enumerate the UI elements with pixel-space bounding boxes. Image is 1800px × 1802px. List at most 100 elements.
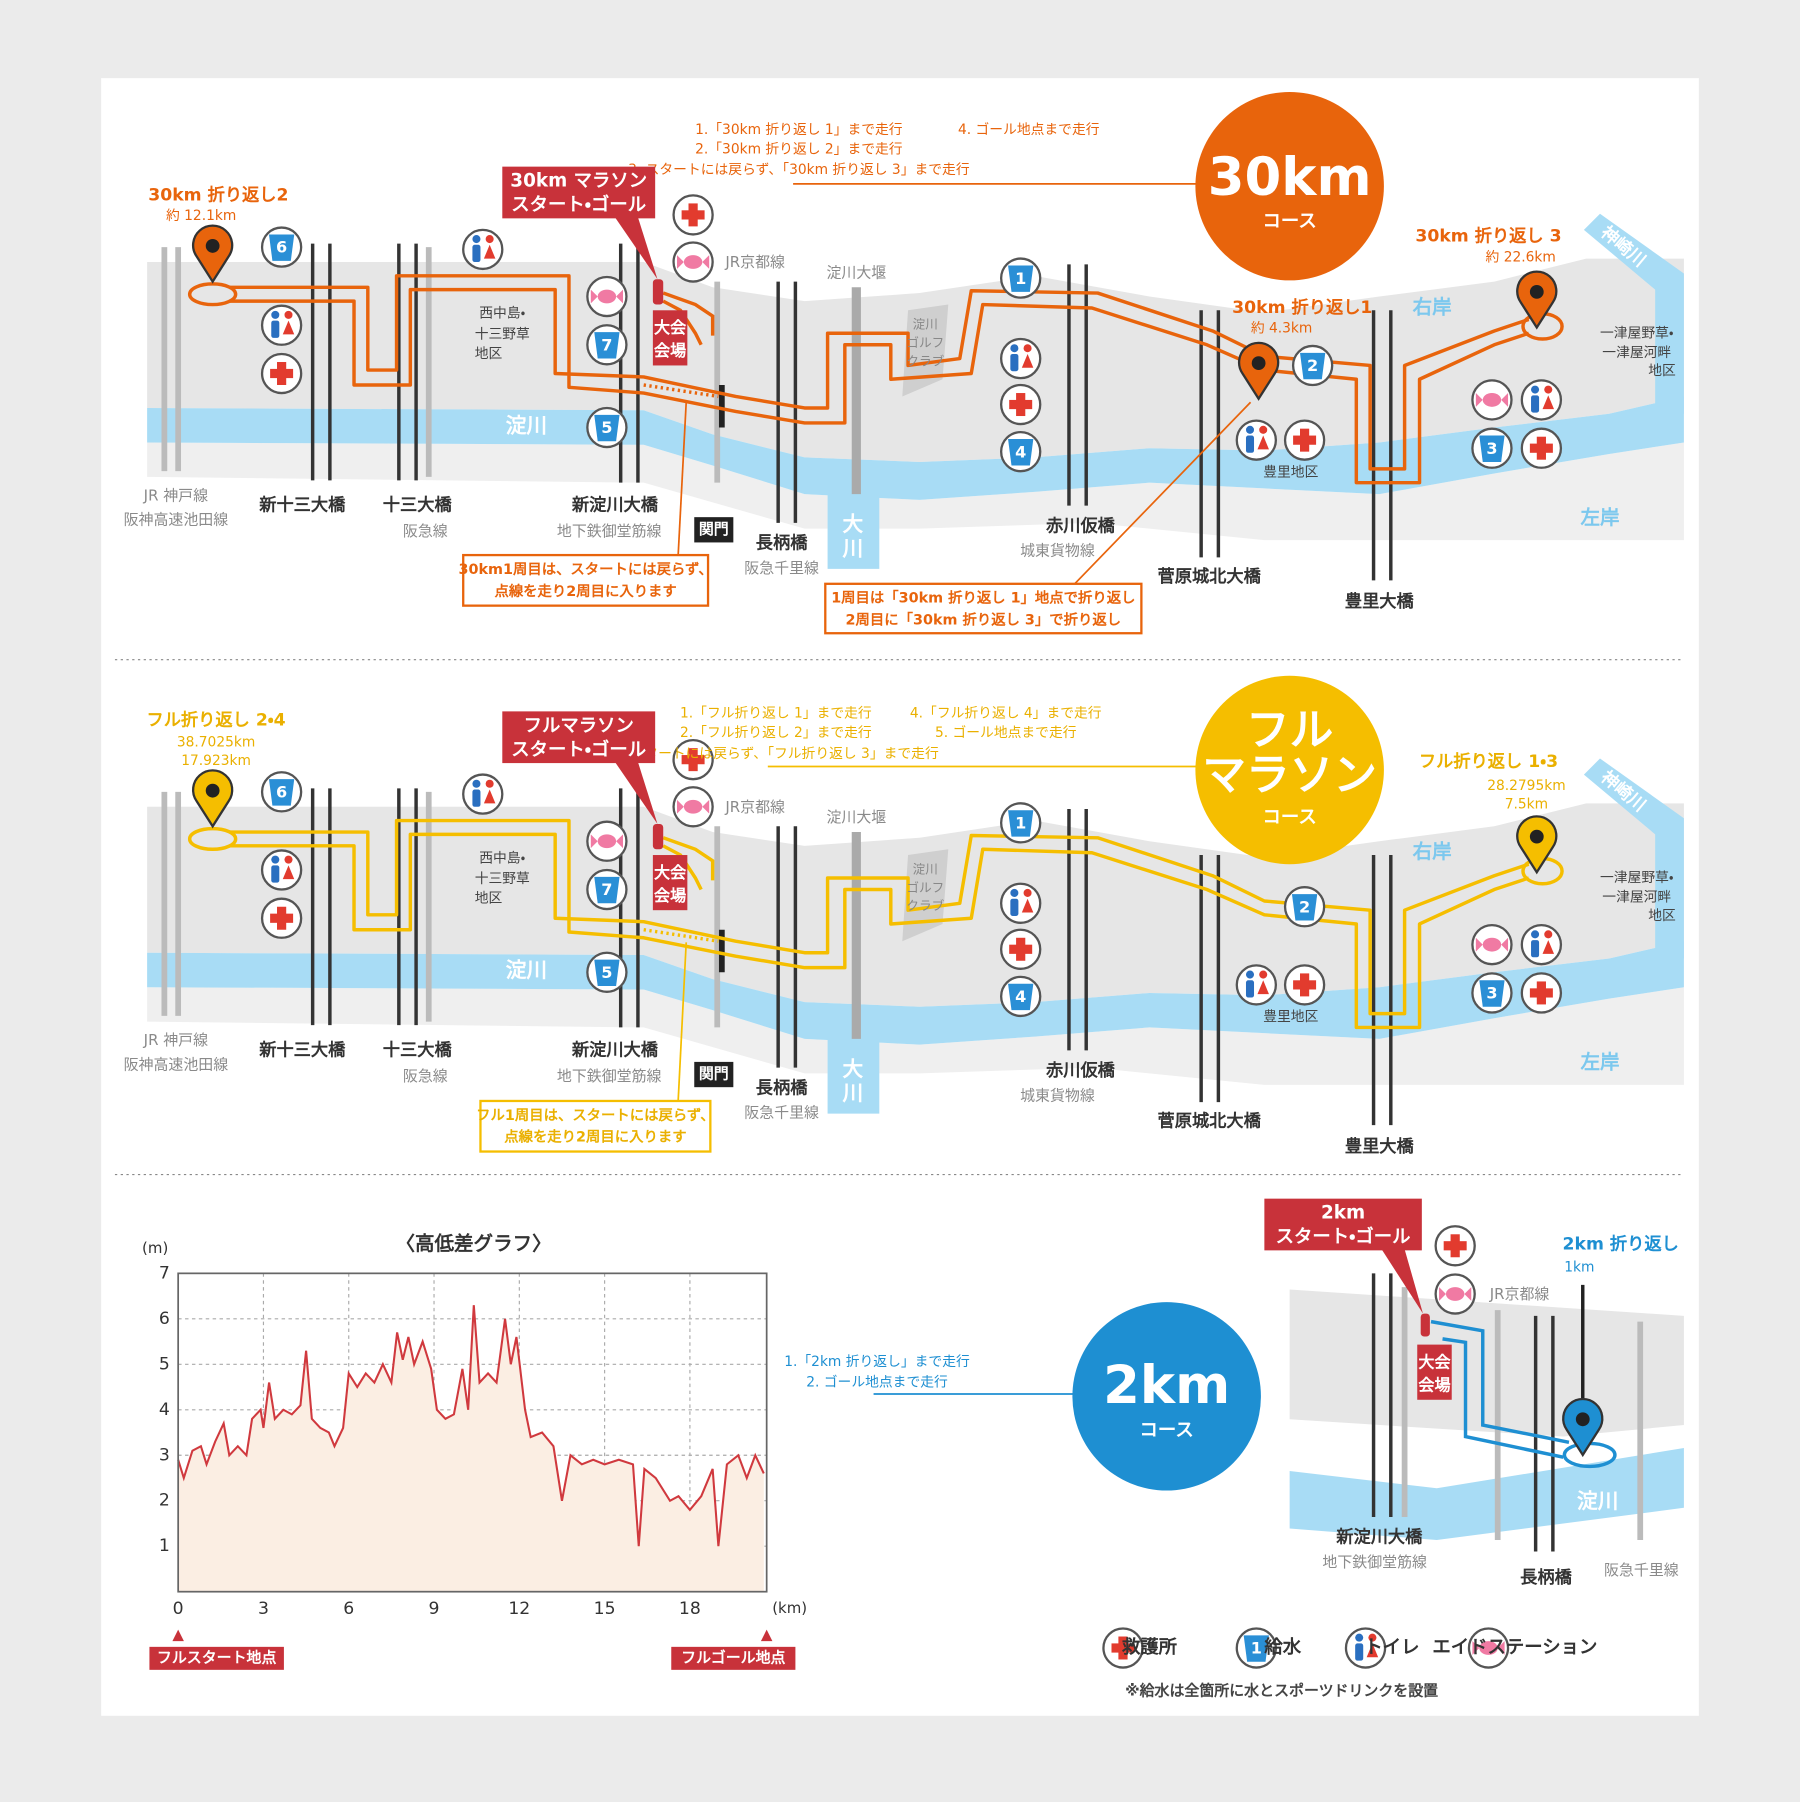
label: 菅原城北大橋 <box>1158 566 1262 587</box>
man <box>1245 980 1255 998</box>
cup <box>594 332 620 359</box>
label: フルゴール地点 <box>681 1648 785 1666</box>
label: 12 <box>508 1599 530 1619</box>
cup <box>594 959 620 987</box>
label: 1.「30km 折り返し 1」まで走行 <box>695 122 903 138</box>
cross <box>277 362 287 385</box>
label: 2周目に「30km 折り返し 3」で折り返し <box>846 611 1122 629</box>
label: 阪急線 <box>403 522 448 540</box>
label: 一津屋野草・ <box>1600 870 1674 886</box>
label: フル <box>1246 705 1333 756</box>
woman <box>485 235 494 244</box>
icon-toilet <box>1520 923 1563 966</box>
label: 地下鉄御堂筋線 <box>1322 1553 1427 1571</box>
area <box>178 1305 764 1592</box>
label: 地区 <box>1648 363 1676 379</box>
label: 5 <box>159 1354 170 1374</box>
man <box>472 244 481 263</box>
cross <box>688 203 698 227</box>
label: 給水 <box>1263 1636 1301 1658</box>
label: スタート・ゴール <box>511 738 646 760</box>
man <box>1531 940 1540 958</box>
cross <box>1450 1234 1460 1258</box>
label: フルスタート地点 <box>157 1648 277 1666</box>
label: 30km 折り返し2 <box>148 184 288 205</box>
man <box>1355 1633 1364 1642</box>
candy <box>677 255 710 269</box>
candy <box>683 255 703 269</box>
label: 大会 <box>1418 1352 1451 1371</box>
label: 阪神高速池田線 <box>124 511 229 529</box>
land <box>147 442 1684 541</box>
cup <box>1008 265 1034 292</box>
label: フル折り返し 2・4 <box>147 710 286 731</box>
label: 十三大橋 <box>383 495 453 516</box>
pin-dot <box>1529 285 1544 299</box>
woman <box>1257 435 1269 450</box>
woman <box>1259 425 1268 434</box>
route-loop <box>187 282 238 307</box>
cup <box>594 414 620 442</box>
label: スタート・ゴール <box>511 194 646 216</box>
route <box>229 274 1530 485</box>
note-leader <box>677 942 688 1102</box>
candy <box>1472 1641 1505 1655</box>
cross <box>1118 1636 1128 1660</box>
route <box>1442 1337 1564 1459</box>
woman <box>1021 353 1034 368</box>
route <box>662 836 715 881</box>
label: 1 <box>1015 269 1026 288</box>
venue-box <box>652 310 688 366</box>
icon-toilet <box>462 228 504 271</box>
label: 一津屋河畔 <box>1602 345 1671 361</box>
label: 1.「2km 折り返し」まで走行 <box>784 1354 970 1370</box>
label: 新十三大橋 <box>258 1039 346 1060</box>
route <box>662 299 703 346</box>
label: 30km <box>1208 147 1372 208</box>
label: 新淀川大橋 <box>571 1039 659 1060</box>
label: 新十三大橋 <box>258 495 346 516</box>
river <box>1583 758 1684 959</box>
label: 18 <box>679 1599 701 1619</box>
label: 淀川 <box>1577 1489 1618 1513</box>
label: 長柄橋 <box>756 533 808 554</box>
label: 豊里大橋 <box>1345 1136 1415 1157</box>
woman <box>1021 898 1034 913</box>
man <box>271 310 280 319</box>
cup <box>1479 435 1505 462</box>
woman <box>1544 930 1553 939</box>
pin <box>191 224 234 284</box>
cross <box>1536 981 1546 1005</box>
label: 救護所 <box>1122 1636 1178 1658</box>
start-goal-pointer <box>1381 1249 1423 1314</box>
label: 6 <box>276 238 287 257</box>
label: 2.「フル折り返し 2」まで走行 <box>680 725 872 741</box>
plot-frame <box>177 1272 768 1593</box>
label: 地下鉄御堂筋線 <box>557 1067 662 1085</box>
woman <box>282 865 295 880</box>
label: クラブ <box>906 898 944 913</box>
course-badge <box>1195 675 1384 865</box>
label: 2km 折り返し <box>1563 1234 1679 1255</box>
icon-toilet <box>260 304 303 346</box>
man <box>1245 435 1255 453</box>
start-goal-box <box>1264 1198 1422 1251</box>
course-badge <box>1195 91 1384 281</box>
cup <box>594 876 620 904</box>
man <box>1531 385 1540 394</box>
cup <box>268 779 295 806</box>
cross <box>1016 393 1026 417</box>
label: JR京都線 <box>1489 1285 1550 1303</box>
label: 点線を走り2周目に入ります <box>494 582 676 600</box>
woman <box>485 779 494 788</box>
cup <box>1291 894 1318 921</box>
label: JR京都線 <box>724 253 785 271</box>
label: JR京都線 <box>724 798 785 816</box>
icon-toilet <box>1235 419 1278 461</box>
label: 30km 折り返し 3 <box>1415 226 1561 247</box>
river <box>827 482 880 569</box>
route-dotted <box>643 383 719 399</box>
label: 地下鉄御堂筋線 <box>557 522 662 540</box>
river <box>147 941 1684 1045</box>
